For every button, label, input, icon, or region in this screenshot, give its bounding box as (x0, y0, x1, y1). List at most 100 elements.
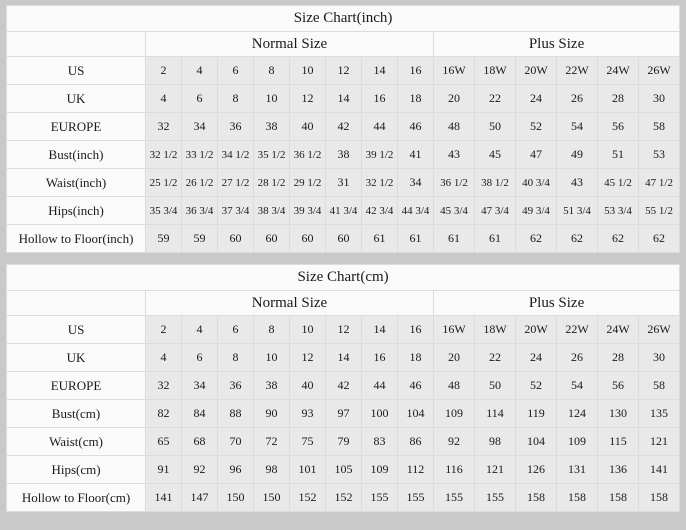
table-cell: 14 (361, 315, 398, 344)
table-cell: 62 (515, 224, 557, 253)
table-cell: 43 (433, 140, 475, 169)
table-cell: 54 (556, 112, 598, 141)
table-cell: 158 (515, 483, 557, 512)
table-cell: 34 (397, 168, 434, 197)
table-cell: 70 (217, 427, 254, 456)
table-cell: 50 (474, 371, 516, 400)
table-cell: 104 (515, 427, 557, 456)
table-cell: 68 (181, 427, 218, 456)
table-cell: 18 (397, 343, 434, 372)
table-cell: 6 (181, 84, 218, 113)
table-cell: 16 (361, 84, 398, 113)
table-cell: 36 (217, 112, 254, 141)
table-row: US 2 4 6 8 10 12 14 16 16W 18W 20W 22W 24W 26W (6, 315, 681, 344)
table-cell: 55 1/2 (637, 196, 681, 225)
table-cell: 31 (325, 168, 362, 197)
table-cell: 56 (597, 112, 639, 141)
table-cell: 16W (433, 56, 475, 85)
table-cell: 32 1/2 (145, 140, 182, 169)
table-cell: 22 (474, 343, 516, 372)
table-cell: 12 (289, 343, 326, 372)
row-label: Hollow to Floor(cm) (6, 483, 146, 512)
table-cell: 135 (637, 399, 681, 428)
table-row: UK 4 6 8 10 12 14 16 18 20 22 24 26 28 30 (6, 343, 681, 372)
table-title-row: Size Chart(cm) (5, 264, 681, 291)
table-cell: 46 (397, 371, 434, 400)
table-cell: 130 (597, 399, 639, 428)
table-cell: 53 (637, 140, 681, 169)
table-cell: 59 (181, 224, 218, 253)
table-row: EUROPE 32 34 36 38 40 42 44 46 48 50 52 54 56 58 (6, 112, 681, 141)
table-cell: 36 1/2 (289, 140, 326, 169)
table-cell: 47 (515, 140, 557, 169)
table-cell: 49 3/4 (515, 196, 557, 225)
table-cell: 14 (325, 343, 362, 372)
table-cell: 10 (253, 84, 290, 113)
table-cell: 25 1/2 (145, 168, 182, 197)
table-cell: 36 (217, 371, 254, 400)
table-cell: 6 (217, 56, 254, 85)
table-cell: 109 (556, 427, 598, 456)
table-cell: 28 1/2 (253, 168, 290, 197)
table-cell: 79 (325, 427, 362, 456)
table-cell: 44 3/4 (397, 196, 434, 225)
table-cell: 58 (637, 112, 681, 141)
table-cell: 155 (433, 483, 475, 512)
table-cell: 2 (145, 315, 182, 344)
table-cell: 24 (515, 343, 557, 372)
table-cell: 10 (289, 315, 326, 344)
table-cell: 26 (556, 84, 598, 113)
table-cell: 26W (637, 315, 681, 344)
table-cell: 24W (597, 56, 639, 85)
table-cell: 40 (289, 371, 326, 400)
table-cell: 12 (325, 56, 362, 85)
row-label: Hips(inch) (6, 196, 146, 225)
table-row: US 2 4 6 8 10 12 14 16 16W 18W 20W 22W 24W 26W (6, 56, 681, 85)
table-cell: 101 (289, 455, 326, 484)
table-row: Bust(inch) 32 1/2 33 1/2 34 1/2 35 1/2 36 1/2… (6, 140, 681, 169)
table-cell: 98 (474, 427, 516, 456)
table-cell: 158 (637, 483, 681, 512)
table-cell: 20W (515, 315, 557, 344)
table-cell: 136 (597, 455, 639, 484)
table-cell: 22W (556, 315, 598, 344)
table-cell: 4 (145, 343, 182, 372)
table-cell: 61 (361, 224, 398, 253)
table-cell: 119 (515, 399, 557, 428)
table-cell: 105 (325, 455, 362, 484)
table-cell: 42 3/4 (361, 196, 398, 225)
table-cell: 72 (253, 427, 290, 456)
table-cell: 18 (397, 84, 434, 113)
table-cell: 24W (597, 315, 639, 344)
table-cell: 60 (253, 224, 290, 253)
table-cell: 60 (289, 224, 326, 253)
table-cell: 14 (361, 56, 398, 85)
table-cell: 8 (217, 343, 254, 372)
row-label: Bust(inch) (6, 140, 146, 169)
table-cell: 32 (145, 112, 182, 141)
table-cell: 8 (217, 84, 254, 113)
table-cell: 121 (637, 427, 681, 456)
table-cell: 91 (145, 455, 182, 484)
table-cell: 8 (253, 315, 290, 344)
table-row: Waist(inch) 25 1/2 26 1/2 27 1/2 28 1/2 29 1/… (6, 168, 681, 197)
table-cell: 44 (361, 112, 398, 141)
table-cell: 30 (637, 84, 681, 113)
table-cell: 75 (289, 427, 326, 456)
table-cell: 93 (289, 399, 326, 428)
table-cell: 40 3/4 (515, 168, 557, 197)
table-cell: 61 (433, 224, 475, 253)
table-cell: 104 (397, 399, 434, 428)
table-cell: 100 (361, 399, 398, 428)
table-row: EUROPE 32 34 36 38 40 42 44 46 48 50 52 54 56 58 (6, 371, 681, 400)
size-chart-tables-container: Size Chart(inch) Normal Size Plus Size US 2 4… (5, 5, 681, 512)
table-cell: 45 3/4 (433, 196, 475, 225)
table-cell: 41 (397, 140, 434, 169)
table-cell: 147 (181, 483, 218, 512)
table-cell: 4 (181, 315, 218, 344)
table-cell: 38 1/2 (474, 168, 516, 197)
table-cell: 53 3/4 (597, 196, 639, 225)
row-label: UK (6, 343, 146, 372)
table-cell: 28 (597, 343, 639, 372)
group-header-normal-size: Normal Size (145, 290, 434, 316)
